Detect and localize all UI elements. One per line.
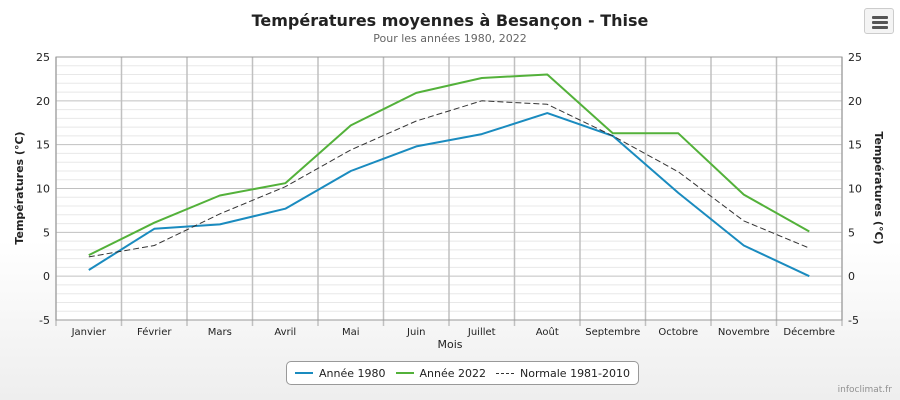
x-tick-label: Mai bbox=[342, 327, 360, 338]
legend-swatch-1980 bbox=[295, 372, 313, 374]
x-tick-label: Septembre bbox=[585, 327, 640, 338]
y-tick-label-left: 25 bbox=[36, 51, 50, 64]
x-tick-label: Décembre bbox=[783, 326, 835, 338]
plot-area: -5 -5 0 0 5 5 10 10 15 15 20 20 25 25 Janvier Février Ma… bbox=[36, 51, 862, 338]
legend-item-annee-2022[interactable]: Année 2022 bbox=[395, 366, 487, 380]
legend-swatch-normale bbox=[496, 372, 514, 374]
legend-swatch-2022 bbox=[395, 372, 414, 374]
x-tick-label: Février bbox=[137, 326, 172, 338]
chart-title: Températures moyennes à Besançon - Thise bbox=[252, 11, 649, 30]
y-tick-label-right: 5 bbox=[848, 226, 855, 239]
y-tick-label-right: 10 bbox=[848, 183, 862, 196]
y-axis-label-right: Températures (°C) bbox=[872, 131, 885, 244]
credits-link[interactable]: infoclimat.fr bbox=[837, 385, 892, 395]
y-axis-label-left: Températures (°C) bbox=[13, 131, 26, 244]
plot-border bbox=[55, 56, 843, 321]
y-tick-label-right: 20 bbox=[848, 95, 862, 108]
y-tick-label-left: 15 bbox=[36, 139, 50, 152]
y-tick-label-right: 15 bbox=[848, 139, 862, 152]
y-tick-label-left: -5 bbox=[39, 314, 50, 327]
x-tick-label: Janvier bbox=[71, 327, 107, 338]
y-tick-label-left: 0 bbox=[43, 270, 50, 283]
x-tick-label: Avril bbox=[274, 327, 296, 338]
y-tick-label-right: 25 bbox=[848, 51, 862, 64]
series-line-0 bbox=[88, 112, 810, 278]
y-tick-label-right: -5 bbox=[848, 314, 859, 327]
x-tick-label: Octobre bbox=[658, 327, 698, 338]
x-tick-label: Août bbox=[536, 326, 559, 338]
series-line-1 bbox=[88, 73, 810, 256]
series-line-2 bbox=[88, 100, 810, 258]
x-tick-label: Juillet bbox=[467, 327, 496, 338]
chart-menu-button[interactable] bbox=[864, 8, 894, 34]
chart-subtitle: Pour les années 1980, 2022 bbox=[373, 32, 526, 45]
y-tick-label-left: 20 bbox=[36, 95, 50, 108]
legend-label-1980: Année 1980 bbox=[319, 366, 386, 380]
legend-label-normale: Normale 1981-2010 bbox=[520, 366, 631, 380]
x-tick-label: Novembre bbox=[718, 327, 770, 338]
x-tick-label: Juin bbox=[406, 327, 425, 338]
y-tick-label-right: 0 bbox=[848, 270, 855, 283]
y-tick-label-left: 5 bbox=[43, 226, 50, 239]
chart-legend: Année 1980 Année 2022 Normale 1981-2010 bbox=[286, 361, 640, 385]
x-tick-label: Mars bbox=[208, 327, 232, 338]
legend-label-2022: Année 2022 bbox=[419, 366, 487, 380]
y-tick-label-left: 10 bbox=[36, 183, 50, 196]
legend-item-annee-1980[interactable]: Année 1980 bbox=[295, 367, 386, 380]
x-axis-label: Mois bbox=[437, 338, 462, 351]
legend-item-normale[interactable]: Normale 1981-2010 bbox=[496, 367, 630, 380]
